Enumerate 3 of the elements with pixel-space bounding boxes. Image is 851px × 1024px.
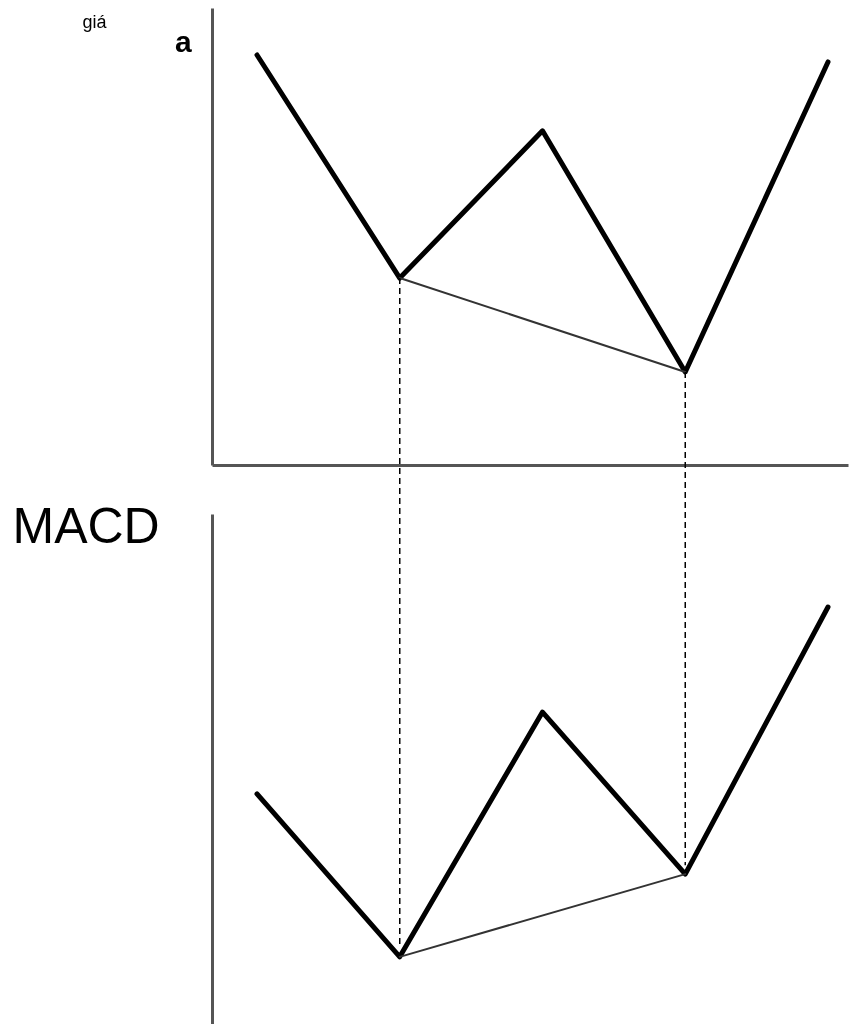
y-axis-title: MACD <box>12 497 160 554</box>
y-axis-title: giá <box>82 11 108 32</box>
text: a <box>175 25 192 58</box>
